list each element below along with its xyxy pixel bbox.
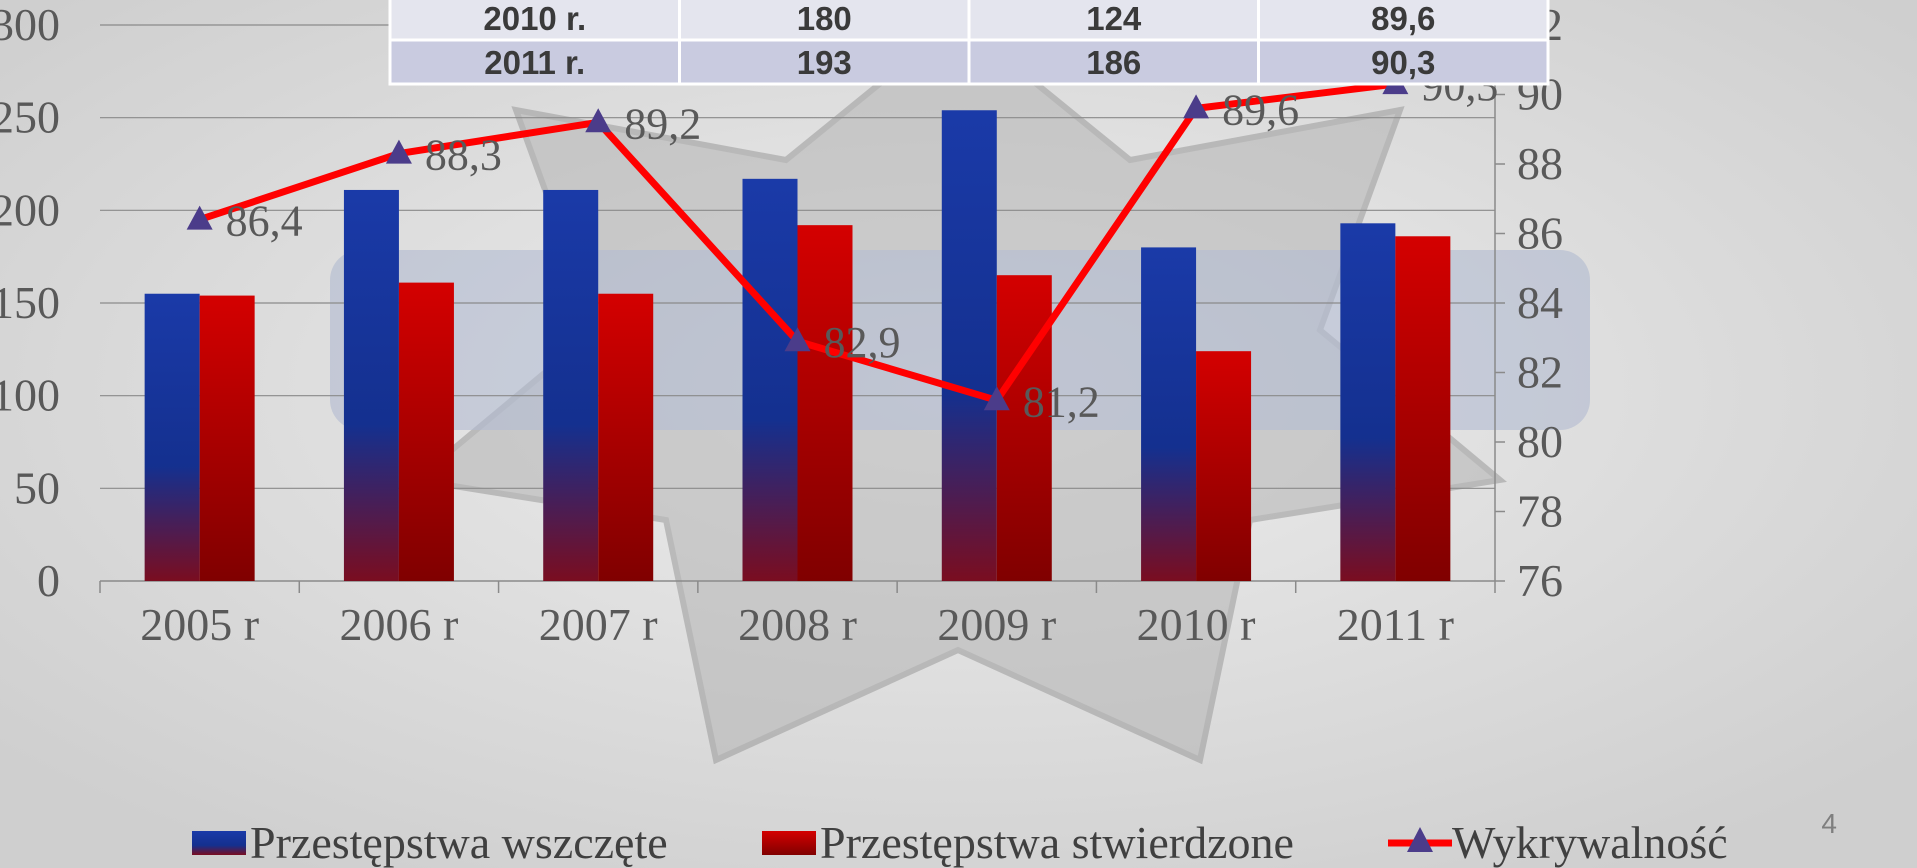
detection-data-label: 82,9: [824, 318, 901, 367]
legend-marker-icon: [1407, 827, 1433, 852]
table-cell-text: 180: [797, 0, 852, 37]
x-tick-label: 2008 r: [738, 599, 857, 650]
table-cell-text: 124: [1086, 0, 1142, 37]
legend-item-confirmed: Przestępstwa stwierdzone: [762, 817, 1294, 868]
table-cell: [1257, 0, 1550, 42]
bar-confirmed: [1395, 236, 1451, 581]
table-cell-text: 90,3: [1371, 44, 1435, 81]
left-tick-label: 300: [0, 0, 60, 50]
x-tick-label: 2010 r: [1137, 599, 1256, 650]
right-tick-label: 78: [1517, 486, 1563, 537]
detection-marker: [983, 386, 1010, 411]
table-cell: [678, 38, 971, 86]
right-axis-ticks: 767880828486889092: [1517, 0, 1563, 606]
right-tick-label: 80: [1517, 416, 1563, 467]
right-tick-label: 82: [1517, 347, 1563, 398]
right-tick-label: 86: [1517, 208, 1563, 259]
bar-confirmed: [598, 293, 654, 581]
left-tick-label: 150: [0, 277, 60, 328]
detection-data-label: 89,6: [1222, 85, 1299, 134]
table-cell: [1257, 38, 1550, 86]
detection-marker: [186, 205, 213, 230]
bar-confirmed: [996, 275, 1052, 581]
bars-group: [144, 110, 1451, 582]
bar-confirmed: [199, 295, 255, 581]
bar-confirmed: [1196, 351, 1252, 581]
legend-label-confirmed: Przestępstwa stwierdzone: [820, 817, 1294, 868]
table-cell: [388, 38, 681, 86]
legend-item-started: Przestępstwa wszczęte: [192, 817, 668, 868]
legend: Przestępstwa wszczęte Przestępstwa stwie…: [192, 817, 1728, 868]
bar-confirmed: [797, 225, 853, 581]
detection-marker: [385, 139, 412, 164]
x-tick-label: 2006 r: [340, 599, 459, 650]
table-cell-text: 2011 r.: [484, 44, 585, 81]
legend-swatch-started: [192, 831, 246, 855]
x-tick-label: 2007 r: [539, 599, 658, 650]
bar-started: [543, 189, 599, 582]
bar-confirmed: [398, 282, 454, 581]
bar-started: [1340, 223, 1396, 581]
x-tick-label: 2011 r: [1337, 599, 1454, 650]
legend-label-started: Przestępstwa wszczęte: [250, 817, 668, 868]
bar-started: [144, 293, 200, 581]
detection-data-label: 81,2: [1023, 377, 1100, 426]
left-axis-ticks: 0 50 100 150 200 250 300: [0, 0, 60, 606]
bar-started: [742, 178, 798, 581]
table-cell-text: 193: [797, 44, 852, 81]
x-axis-ticks: 2005 r 2006 r 2007 r 2008 r 2009 r 2010 r 2011…: [140, 599, 1454, 650]
x-tick-label: 2005 r: [140, 599, 259, 650]
legend-label-detection: Wykrywalność: [1452, 817, 1728, 868]
detection-line-group: [186, 70, 1409, 411]
bar-started: [1141, 247, 1197, 581]
table-cell: [967, 38, 1260, 86]
right-tick-label: 76: [1517, 555, 1563, 606]
right-tick-label: 88: [1517, 138, 1563, 189]
table-cell-text: 89,6: [1371, 0, 1435, 37]
x-tick-label: 2009 r: [937, 599, 1056, 650]
left-tick-label: 50: [14, 462, 60, 513]
detection-data-label: 86,4: [226, 197, 303, 246]
left-tick-label: 100: [0, 370, 60, 421]
page-number: 4: [1821, 808, 1837, 839]
detection-marker: [784, 327, 811, 352]
table-cell-text: 2010 r.: [483, 0, 586, 37]
bar-started: [343, 189, 399, 582]
bar-started: [941, 110, 997, 582]
data-labels: 86,488,389,282,981,289,6 90,3: [226, 61, 1499, 426]
detection-marker: [585, 108, 612, 133]
left-tick-label: 0: [37, 555, 60, 606]
legend-swatch-confirmed: [762, 831, 816, 855]
table-cell-text: 186: [1086, 44, 1141, 81]
detection-marker: [1183, 94, 1210, 119]
detection-data-label: 88,3: [425, 131, 502, 180]
data-table: 2010 r. 180 124 89,6 2011 r. 193 186 90,3: [388, 0, 1550, 86]
left-tick-label: 200: [0, 184, 60, 235]
detection-data-label: 89,2: [624, 99, 701, 148]
legend-item-detection: Wykrywalność: [1388, 817, 1728, 868]
left-tick-label: 250: [0, 92, 60, 143]
right-tick-label: 84: [1517, 277, 1563, 328]
